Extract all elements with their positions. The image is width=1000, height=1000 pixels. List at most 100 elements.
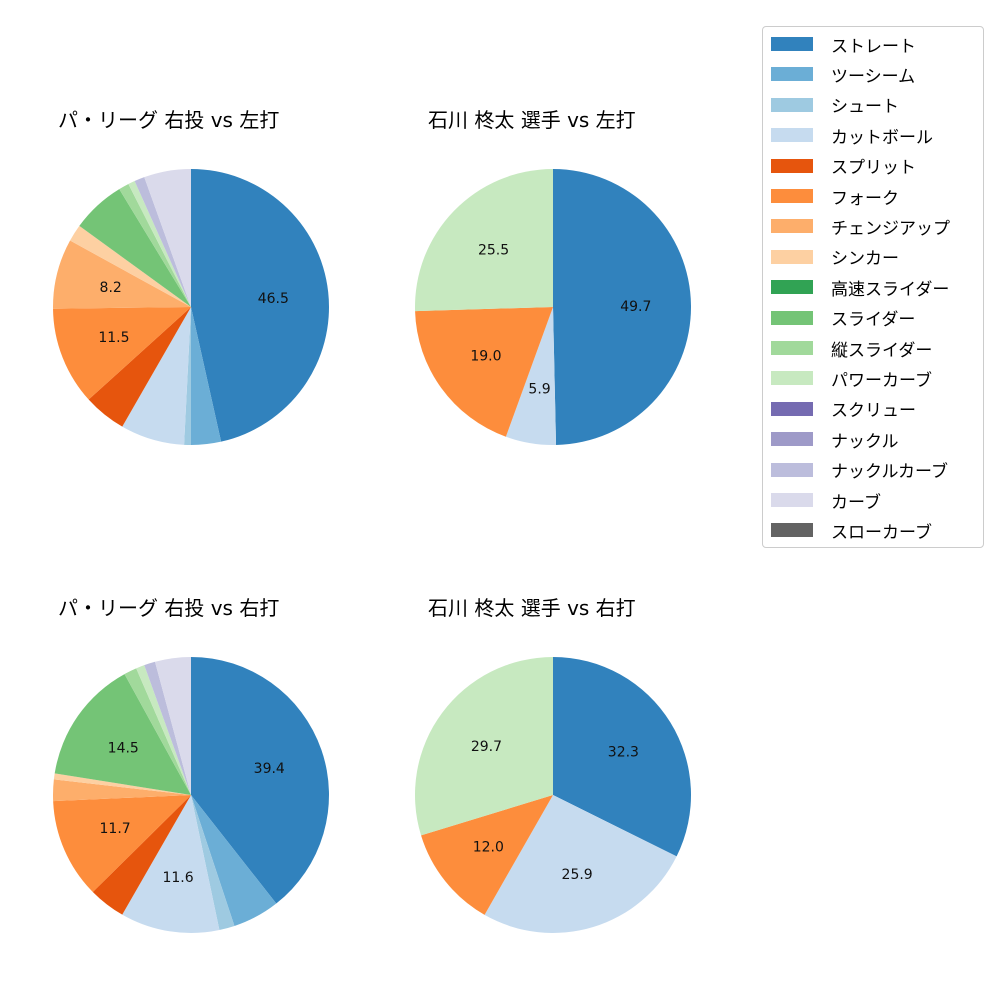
pie-value-label: 19.0	[470, 349, 501, 365]
legend-item: カットボール	[771, 124, 933, 148]
pie-value-label: 11.6	[162, 870, 193, 886]
pie-slice	[421, 795, 553, 915]
legend-item: ストレート	[771, 33, 916, 57]
pie-slice	[191, 168, 330, 442]
legend-item: カーブ	[771, 489, 881, 513]
legend-label: フォーク	[831, 188, 899, 209]
legend-label: スクリュー	[831, 401, 916, 422]
legend-swatch	[771, 37, 813, 51]
pie-value-label: 29.7	[471, 739, 502, 755]
pie-slice	[191, 307, 222, 445]
legend-swatch	[771, 341, 813, 355]
legend-item: ナックルカーブ	[771, 459, 948, 483]
pie-slice	[144, 169, 191, 307]
pie-value-label: 8.2	[100, 280, 122, 296]
legend-swatch	[771, 249, 813, 264]
legend-swatch	[771, 401, 813, 416]
legend-label: チェンジアップ	[831, 218, 950, 239]
legend-swatch	[771, 462, 813, 477]
legend-swatch	[771, 310, 813, 325]
pie-slice	[553, 169, 692, 445]
pie-slice	[53, 240, 191, 309]
legend-swatch	[771, 432, 813, 447]
legend-swatch	[771, 97, 813, 112]
legend: ストレートツーシームシュートカットボール スプリットフォークチェンジアップ シンカー…	[762, 26, 984, 548]
legend-label: ナックルカーブ	[831, 462, 948, 483]
legend-label: カーブ	[831, 492, 881, 513]
legend-label: スライダー	[831, 310, 916, 331]
pie-slice	[134, 177, 191, 307]
legend-label: パワーカーブ	[831, 370, 932, 391]
legend-label: ナックル	[831, 431, 899, 452]
legend-item: シンカー	[771, 246, 899, 270]
legend-item: 縦スライダー	[771, 337, 932, 361]
pie-slice	[155, 657, 191, 795]
pie-slice	[184, 307, 191, 445]
pie-value-label: 12.0	[473, 840, 504, 856]
pie-slice	[128, 181, 191, 307]
legend-label: シュート	[831, 97, 899, 118]
legend-swatch	[771, 67, 813, 82]
pie-value-label: 11.5	[98, 330, 129, 346]
pie-slice	[191, 795, 235, 931]
pie-slice	[191, 795, 277, 926]
pie-slice	[124, 668, 191, 795]
pie-slice	[415, 169, 553, 312]
pie-value-label: 49.7	[620, 299, 651, 315]
pie-slice	[53, 307, 191, 400]
pie-slice	[144, 661, 191, 795]
legend-swatch	[771, 493, 813, 507]
legend-swatch	[771, 158, 813, 173]
pie-slice	[53, 795, 191, 892]
pie-slice	[52, 779, 191, 802]
pie-value-label: 5.9	[528, 382, 550, 398]
legend-item: シュート	[771, 94, 899, 118]
legend-item: フォーク	[771, 185, 899, 209]
legend-label: カットボール	[831, 127, 933, 148]
pie-value-label: 25.5	[478, 242, 509, 258]
pie-slice	[53, 773, 191, 795]
legend-item: スライダー	[771, 307, 916, 331]
pie-value-label: 11.7	[100, 821, 131, 837]
legend-item: スクリュー	[771, 398, 916, 422]
legend-label: スローカーブ	[831, 522, 932, 543]
legend-item: パワーカーブ	[771, 367, 932, 391]
legend-item: 高速スライダー	[771, 276, 950, 300]
pie-slice	[119, 184, 191, 307]
pie-slice	[414, 657, 553, 836]
pie-slice	[553, 657, 692, 857]
chart-title-3: パ・リーグ 右投 vs 右打	[58, 596, 280, 620]
legend-swatch	[771, 189, 813, 203]
pie-slice	[79, 189, 191, 307]
pie-slice	[70, 225, 191, 307]
legend-swatch	[771, 523, 813, 538]
pie-slice	[484, 795, 677, 933]
legend-label: ツーシーム	[831, 66, 916, 87]
legend-item: スローカーブ	[771, 519, 932, 543]
pie-slice	[122, 307, 191, 445]
pie-slice	[88, 307, 191, 427]
pie-value-label: 46.5	[258, 291, 289, 307]
chart-title-1: パ・リーグ 右投 vs 左打	[58, 108, 280, 132]
legend-swatch	[771, 371, 813, 386]
pie-slice	[136, 665, 191, 795]
chart-title-4: 石川 柊太 選手 vs 右打	[428, 596, 636, 620]
pie-value-label: 32.3	[608, 744, 639, 760]
legend-label: スプリット	[831, 158, 916, 179]
pie-slice	[415, 307, 553, 437]
pie-value-label: 39.4	[254, 761, 285, 777]
legend-label: シンカー	[831, 249, 899, 270]
legend-swatch	[771, 219, 813, 234]
pie-slice	[92, 795, 191, 915]
pie-slice	[505, 307, 557, 445]
legend-label: 高速スライダー	[831, 279, 950, 300]
pie-slice	[122, 795, 220, 934]
chart-title-2: 石川 柊太 選手 vs 左打	[428, 108, 636, 132]
pie-slice	[54, 674, 192, 795]
pie-value-label: 14.5	[108, 740, 139, 756]
legend-item: スプリット	[771, 155, 916, 179]
